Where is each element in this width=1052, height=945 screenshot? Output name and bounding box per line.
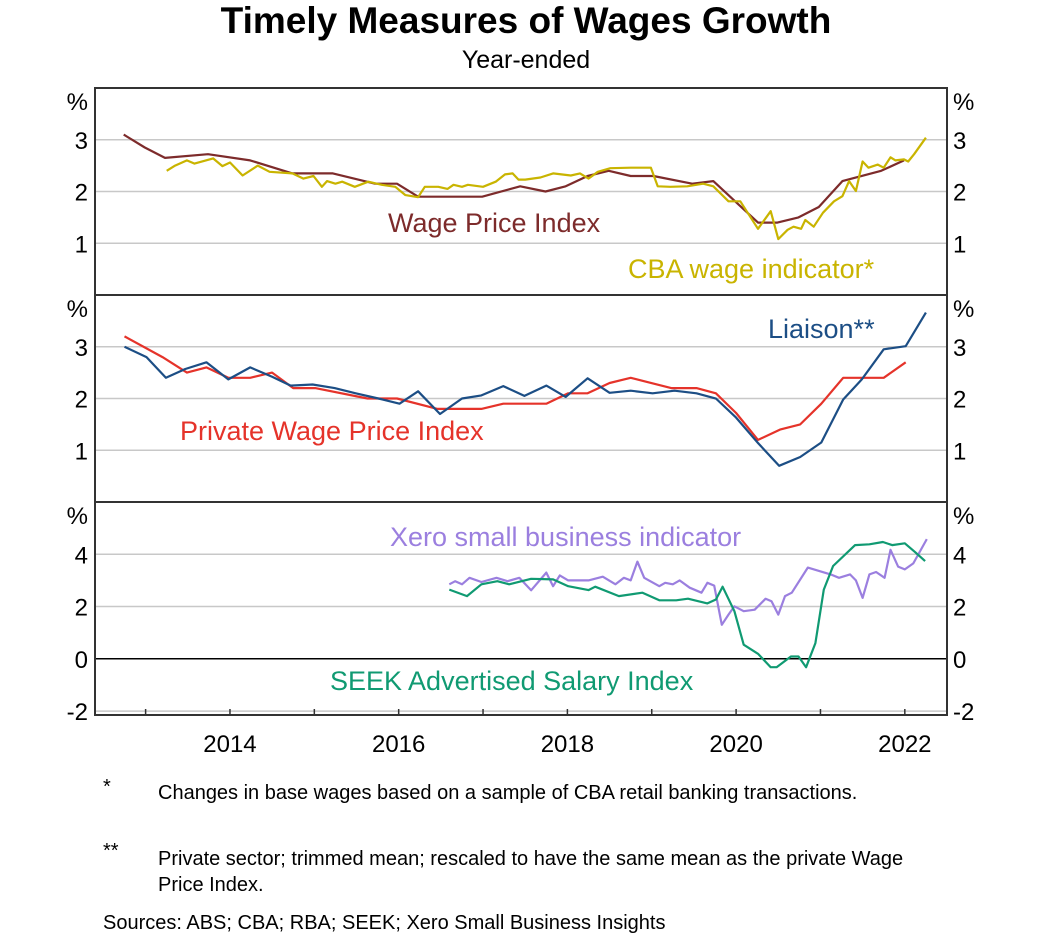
y-tick-label-left: -2 <box>67 699 88 726</box>
unit-label-right: % <box>953 503 974 530</box>
sources: Sources: ABS; CBA; RBA; SEEK; Xero Small… <box>103 912 666 934</box>
y-tick-label-left: 0 <box>75 647 88 674</box>
series-label: Xero small business indicator <box>390 522 741 552</box>
unit-label-left: % <box>67 296 88 323</box>
x-tick-label: 2020 <box>709 731 762 758</box>
y-tick-label-left: 2 <box>75 595 88 622</box>
y-tick-label-left: 3 <box>75 335 88 362</box>
footnote-2-text: Private sector; trimmed mean; rescaled t… <box>158 848 904 896</box>
series-label: SEEK Advertised Salary Index <box>330 666 694 696</box>
y-tick-label-left: 1 <box>75 438 88 465</box>
series-line-xero-small-business-indicator <box>448 538 928 626</box>
footnote-2-mark: ** <box>103 840 119 862</box>
unit-label-right: % <box>953 296 974 323</box>
chart-title: Timely Measures of Wages Growth <box>220 0 832 41</box>
x-tick-label: 2018 <box>541 731 594 758</box>
y-tick-label-left: 2 <box>75 387 88 414</box>
y-tick-label-right: 2 <box>953 180 966 207</box>
y-tick-label-left: 4 <box>75 542 88 569</box>
series-label: Private Wage Price Index <box>180 416 484 446</box>
series-line-wage-price-index <box>123 133 905 224</box>
y-tick-label-right: 0 <box>953 647 966 674</box>
series-line-liaison <box>124 312 927 467</box>
series-label: Liaison** <box>768 314 875 344</box>
series-label: CBA wage indicator* <box>628 254 875 284</box>
y-tick-label-right: 2 <box>953 387 966 414</box>
series-line-private-wage-price-index <box>123 335 907 441</box>
y-tick-label-right: 4 <box>953 542 966 569</box>
x-tick-label: 2014 <box>203 731 256 758</box>
y-tick-label-left: 3 <box>75 128 88 155</box>
x-tick-label: 2016 <box>372 731 425 758</box>
series-label: Wage Price Index <box>388 208 601 238</box>
y-tick-label-right: -2 <box>953 699 974 726</box>
y-tick-label-left: 2 <box>75 180 88 207</box>
x-tick-label: 2022 <box>878 731 931 758</box>
footnote-1-mark: * <box>103 776 111 798</box>
footnote-1-text: Changes in base wages based on a sample … <box>158 782 858 804</box>
unit-label-left: % <box>67 503 88 530</box>
chart-subtitle: Year-ended <box>461 46 591 74</box>
y-tick-label-right: 1 <box>953 231 966 258</box>
series-line-cba-wage-indicator <box>166 137 927 241</box>
panel-frame <box>94 501 948 716</box>
y-tick-label-right: 1 <box>953 438 966 465</box>
y-tick-label-left: 1 <box>75 231 88 258</box>
y-tick-label-right: 2 <box>953 595 966 622</box>
unit-label-left: % <box>67 89 88 116</box>
unit-label-right: % <box>953 89 974 116</box>
series-line-seek-advertised-salary-index <box>448 540 926 669</box>
y-tick-label-right: 3 <box>953 128 966 155</box>
y-tick-label-right: 3 <box>953 335 966 362</box>
